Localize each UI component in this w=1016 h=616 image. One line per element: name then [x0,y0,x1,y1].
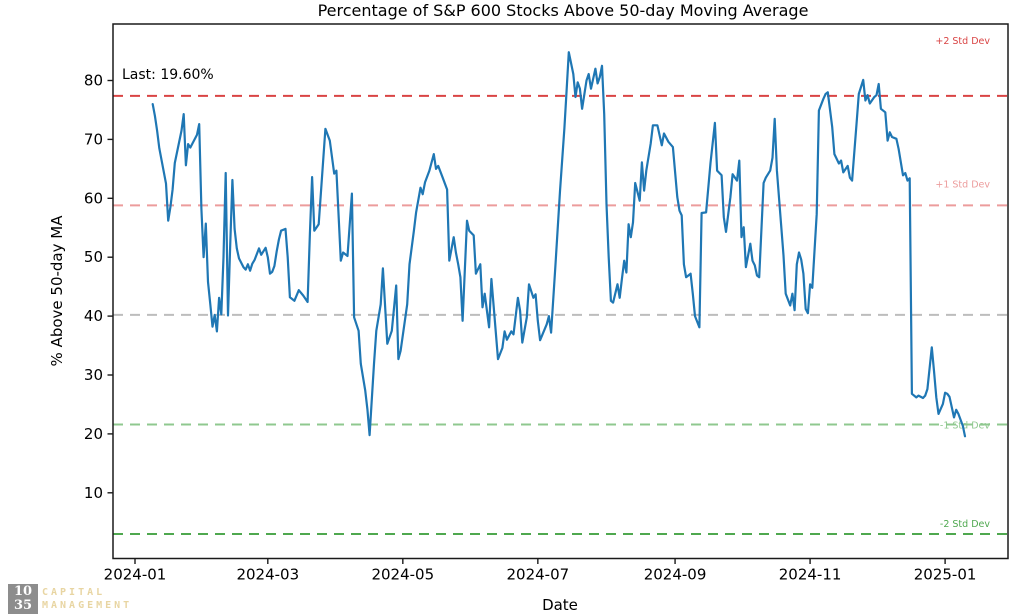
plot-border [112,23,1009,560]
x-tick-label: 2024-03 [236,566,299,584]
y-tick-label: 20 [84,425,103,443]
logo-wordmark-line2: MANAGEMENT [42,600,133,611]
y-tick-label: 40 [84,307,103,325]
x-axis-ticks: 2024-01 2024-03 2024-05 2024-07 2024-09 2024-… [104,558,977,584]
logo-badge-top: 10 [13,584,33,599]
x-tick-label: 2024-11 [779,566,842,584]
ref-line-label: -1 Std Dev [940,420,990,431]
reference-line-labels: +2 Std Dev +1 Std Dev -1 Std Dev -2 Std Dev [935,36,990,530]
ref-line-label: +1 Std Dev [935,179,990,190]
ref-line-label: -2 Std Dev [940,519,990,530]
x-tick-label: 2024-01 [104,566,167,584]
last-value-annotation: Last: 19.60% [122,67,214,83]
y-tick-label: 80 [84,72,103,90]
x-axis-label: Date [542,596,578,614]
logo-wordmark-line1: CAPITAL [42,587,106,598]
watermark-logo: 10 35 CAPITAL MANAGEMENT [8,584,132,614]
x-tick-label: 2024-07 [506,566,569,584]
x-tick-label: 2024-05 [371,566,434,584]
y-tick-label: 70 [84,130,103,148]
logo-badge-bottom: 35 [13,598,33,613]
y-tick-label: 50 [84,248,103,266]
y-axis-ticks: 10 20 30 40 50 60 70 80 [84,72,113,502]
y-tick-label: 10 [84,484,103,502]
chart-title: Percentage of S&P 600 Stocks Above 50-da… [318,1,809,20]
ref-line-label: +2 Std Dev [935,36,990,47]
y-axis-label: % Above 50-day MA [48,215,66,367]
y-tick-label: 30 [84,366,103,384]
series-line [151,51,967,438]
x-tick-label: 2024-09 [644,566,707,584]
logo-badge: 10 35 [8,584,38,614]
reference-lines [113,94,1008,536]
y-tick-label: 60 [84,189,103,207]
x-tick-label: 2025-01 [914,566,977,584]
logo-wordmark: CAPITAL MANAGEMENT [42,584,132,612]
